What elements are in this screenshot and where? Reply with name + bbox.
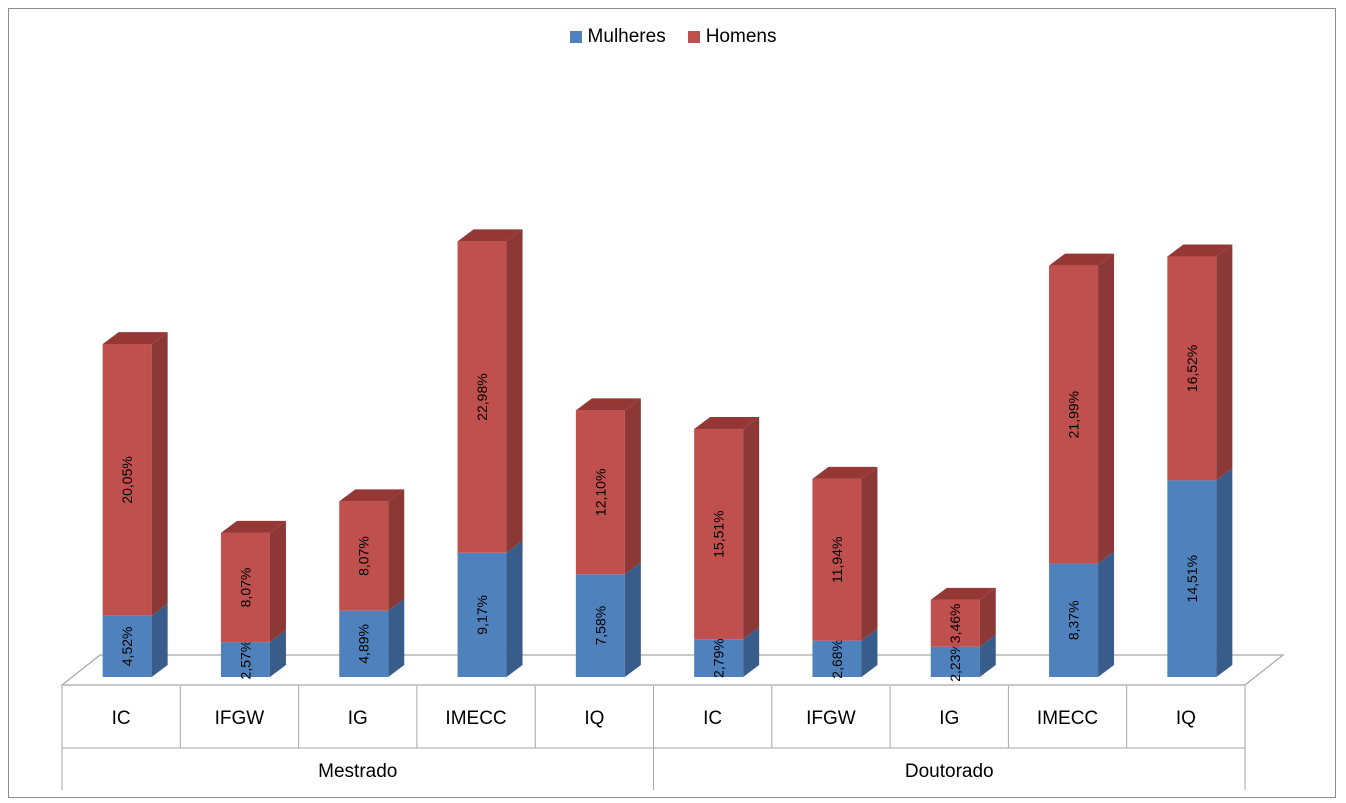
tick-label-0: IC <box>112 708 131 729</box>
data-label-mulheres-5: 2,79% <box>711 638 727 678</box>
data-label-mulheres-6: 2,68% <box>829 639 845 679</box>
bar-top-9 <box>1167 244 1233 257</box>
legend-label-mulheres: Mulheres <box>587 26 666 47</box>
legend: Mulheres Homens <box>0 26 1346 48</box>
tick-label-8: IMECC <box>1037 708 1098 729</box>
legend-label-homens: Homens <box>705 26 777 47</box>
tick-label-3: IMECC <box>445 708 506 729</box>
bar-side-mulheres-8 <box>1098 551 1115 677</box>
group-label-doutorado: Doutorado <box>905 761 994 782</box>
legend-swatch-homens <box>687 31 700 43</box>
legend-item-mulheres: Mulheres <box>569 26 666 48</box>
bar-side-mulheres-4 <box>624 562 641 677</box>
tick-label-2: IG <box>348 708 368 729</box>
data-label-mulheres-8: 8,37% <box>1066 600 1082 640</box>
bar-homens-6 <box>812 478 862 641</box>
bar-homens-3 <box>457 241 507 553</box>
bar-homens-0 <box>102 344 152 616</box>
bar-homens-8 <box>1049 265 1099 564</box>
bar-mulheres-7 <box>930 646 980 677</box>
bar-side-homens-8 <box>1098 253 1115 564</box>
data-label-mulheres-9: 14,51% <box>1184 555 1200 602</box>
bar-mulheres-3 <box>457 552 507 677</box>
bar-mulheres-6 <box>812 640 862 677</box>
bar-homens-2 <box>339 501 389 611</box>
bar-homens-7 <box>930 599 980 647</box>
bar-top-1 <box>220 520 286 533</box>
bar-top-7 <box>930 587 996 600</box>
group-label-mestrado: Mestrado <box>318 761 397 782</box>
bar-mulheres-0 <box>102 615 152 677</box>
bar-homens-9 <box>1167 256 1217 481</box>
bar-side-homens-9 <box>1216 244 1233 481</box>
bar-top-0 <box>102 332 168 345</box>
data-label-homens-0: 20,05% <box>119 456 135 503</box>
data-label-homens-3: 22,98% <box>474 373 490 420</box>
data-label-homens-9: 16,52% <box>1184 345 1200 392</box>
data-label-mulheres-4: 7,58% <box>592 606 608 646</box>
bar-side-mulheres-1 <box>269 630 286 677</box>
bar-mulheres-8 <box>1049 563 1099 677</box>
tick-label-4: IQ <box>584 708 604 729</box>
bar-homens-1 <box>220 532 270 643</box>
bar-homens-4 <box>575 410 625 575</box>
bar-top-4 <box>575 398 641 411</box>
data-label-mulheres-1: 2,57% <box>237 640 253 680</box>
bar-top-8 <box>1049 253 1115 266</box>
tick-label-7: IG <box>939 708 959 729</box>
bar-side-homens-5 <box>743 417 760 640</box>
data-label-homens-1: 8,07% <box>237 568 253 608</box>
tick-label-9: IQ <box>1176 708 1196 729</box>
data-label-mulheres-3: 9,17% <box>474 595 490 635</box>
data-label-homens-8: 21,99% <box>1066 391 1082 438</box>
data-label-homens-7: 3,46% <box>947 603 963 643</box>
tick-label-6: IFGW <box>806 708 856 729</box>
bar-side-homens-3 <box>506 229 523 553</box>
data-label-mulheres-0: 4,52% <box>119 627 135 667</box>
bar-mulheres-9 <box>1167 480 1217 677</box>
bar-homens-5 <box>694 429 744 640</box>
bar-mulheres-2 <box>339 610 389 677</box>
bar-mulheres-1 <box>220 642 270 677</box>
bar-top-5 <box>694 417 760 430</box>
bar-side-homens-1 <box>269 520 286 643</box>
data-label-homens-2: 8,07% <box>356 536 372 576</box>
bar-side-homens-2 <box>388 489 405 611</box>
bar-top-6 <box>812 466 878 479</box>
bar-side-mulheres-5 <box>743 627 760 677</box>
bar-side-mulheres-0 <box>151 603 168 677</box>
data-label-homens-4: 12,10% <box>592 469 608 516</box>
bar-side-mulheres-3 <box>506 540 523 677</box>
tick-label-5: IC <box>703 708 722 729</box>
bar-side-homens-7 <box>979 587 996 647</box>
data-label-mulheres-7: 2,23% <box>947 642 963 682</box>
data-label-homens-5: 15,51% <box>711 510 727 557</box>
bar-top-2 <box>339 489 405 502</box>
bar-side-mulheres-7 <box>979 634 996 677</box>
legend-item-homens: Homens <box>687 26 777 48</box>
data-label-mulheres-2: 4,89% <box>356 624 372 664</box>
legend-swatch-mulheres <box>569 31 582 43</box>
bar-side-homens-0 <box>151 332 168 616</box>
bar-mulheres-4 <box>575 574 625 677</box>
bar-mulheres-5 <box>694 639 744 677</box>
bar-side-mulheres-2 <box>388 598 405 677</box>
bar-side-mulheres-6 <box>861 628 878 677</box>
tick-label-1: IFGW <box>215 708 265 729</box>
data-label-homens-6: 11,94% <box>829 537 845 583</box>
bar-side-homens-4 <box>624 398 641 575</box>
bar-side-homens-6 <box>861 466 878 641</box>
bar-side-mulheres-9 <box>1216 468 1233 677</box>
bar-top-3 <box>457 229 523 242</box>
